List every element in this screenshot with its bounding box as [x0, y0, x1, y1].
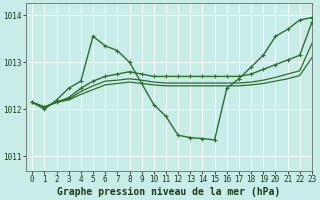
- X-axis label: Graphe pression niveau de la mer (hPa): Graphe pression niveau de la mer (hPa): [57, 186, 281, 197]
